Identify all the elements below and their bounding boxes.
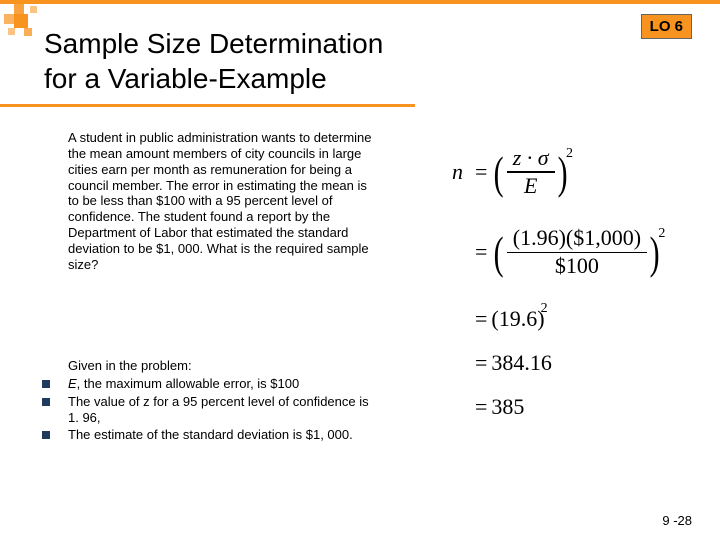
bullet-text-1: , the maximum allowable error, is $100 <box>77 376 300 391</box>
bullet-icon <box>42 380 50 388</box>
formula-lhs: n <box>435 159 471 185</box>
bullet-icon <box>42 398 50 406</box>
title-line-1: Sample Size Determination <box>44 28 383 59</box>
bullet-text-3: The estimate of the standard deviation i… <box>68 427 382 443</box>
top-accent-border <box>0 0 720 4</box>
given-block: Given in the problem: E, the maximum all… <box>42 358 382 445</box>
formula-area: n = ( z · σ E ) 2 = ( (1.96)($1,000) $10… <box>435 145 695 446</box>
learning-objective-badge: LO 6 <box>641 14 692 39</box>
formula-base: (19.6) <box>491 306 544 332</box>
bullet-row: The estimate of the standard deviation i… <box>42 427 382 443</box>
formula-row-5: = 385 <box>435 394 695 420</box>
slide-number: 9 -28 <box>662 513 692 528</box>
formula-denominator: E <box>518 173 543 199</box>
problem-text: A student in public administration wants… <box>68 130 378 273</box>
formula-row-2: = ( (1.96)($1,000) $100 ) 2 <box>435 225 695 279</box>
bullet-row: The value of z for a 95 percent level of… <box>42 394 382 426</box>
given-heading: Given in the problem: <box>68 358 382 374</box>
formula-numerator: z · σ <box>507 145 555 171</box>
bullet-icon <box>42 431 50 439</box>
title-line-2: for a Variable-Example <box>44 63 327 94</box>
bullet-text-2: The value of z for a 95 percent level of… <box>68 394 382 426</box>
slide-title: Sample Size Determination for a Variable… <box>44 26 383 96</box>
formula-row-1: n = ( z · σ E ) 2 <box>435 145 695 199</box>
formula-result-1: 384.16 <box>491 350 552 376</box>
formula-numerator-2: (1.96)($1,000) <box>513 225 641 250</box>
bullet-row: E, the maximum allowable error, is $100 <box>42 376 382 392</box>
title-underline <box>0 104 415 107</box>
formula-row-3: = (19.6)2 <box>435 306 695 332</box>
formula-denominator-2: $100 <box>555 253 599 278</box>
formula-result-2: 385 <box>491 394 524 420</box>
formula-row-4: = 384.16 <box>435 350 695 376</box>
